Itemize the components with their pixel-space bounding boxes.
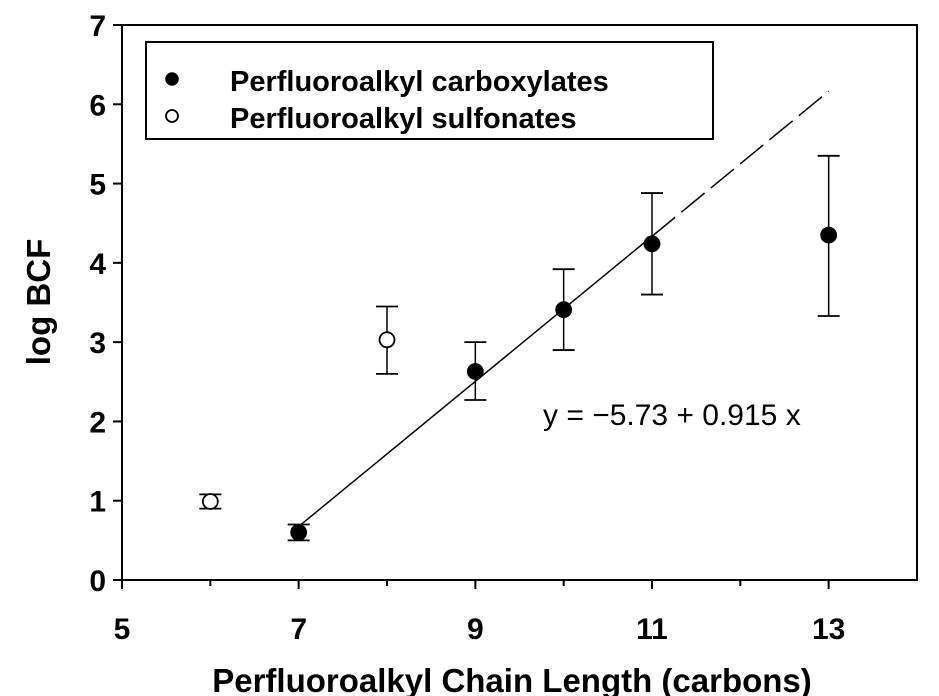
- sulfonate-point: [378, 331, 396, 349]
- regression-equation: y = −5.73 + 0.915 x: [543, 399, 801, 432]
- carboxylate-point: [555, 301, 573, 319]
- carboxylate-point: [643, 235, 661, 253]
- legend-marker-carboxylates: [165, 72, 179, 86]
- y-tick-label: 1: [89, 486, 106, 519]
- y-tick-label: 2: [89, 406, 106, 439]
- y-tick-label: 7: [89, 10, 106, 43]
- legend-label-sulfonates: Perfluoroalkyl sulfonates: [230, 103, 577, 135]
- y-tick-label: 6: [89, 89, 106, 122]
- x-tick-label: 5: [114, 613, 131, 646]
- x-tick-label: 13: [812, 613, 845, 646]
- carboxylate-point: [466, 363, 484, 380]
- error-bars: [199, 154, 840, 542]
- x-tick-label: 11: [636, 613, 668, 646]
- regression-dashed: [651, 90, 830, 237]
- data-points: [201, 226, 838, 541]
- sulfonate-point: [201, 493, 219, 510]
- legend-label-carboxylates: Perfluoroalkyl carboxylates: [230, 66, 609, 98]
- x-tick-label: 9: [467, 613, 484, 646]
- y-tick-label: 4: [89, 248, 106, 281]
- axes: [113, 24, 918, 589]
- carboxylate-point: [290, 524, 308, 541]
- y-tick-label: 3: [89, 327, 106, 360]
- legend-marker-sulfonates: [165, 109, 179, 123]
- carboxylate-point: [820, 226, 838, 244]
- legend-box: [145, 41, 714, 140]
- y-tick-label: 5: [89, 169, 106, 202]
- y-tick-label: 0: [89, 565, 106, 598]
- tick-labels: 5 7 9 11 13 0 1 2 3 4 5 6 7: [89, 10, 845, 646]
- x-tick-label: 7: [290, 613, 307, 646]
- x-axis-title: Perfluoroalkyl Chain Length (carbons): [212, 662, 812, 696]
- legend: Perfluoroalkyl carboxylates Perfluoroalk…: [145, 41, 714, 140]
- y-axis-title: log BCF: [20, 239, 57, 365]
- plot-frame: [121, 24, 918, 581]
